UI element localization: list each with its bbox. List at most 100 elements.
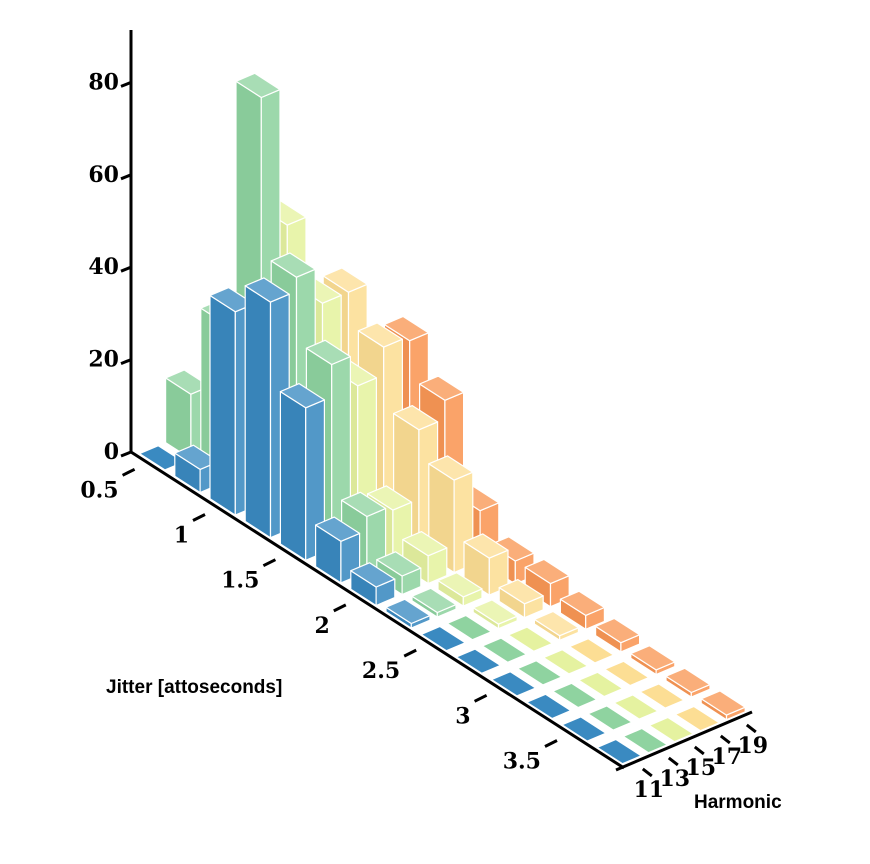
x-tick-label: 2.5 bbox=[362, 658, 400, 684]
floor-tile bbox=[507, 626, 554, 652]
floor-tile bbox=[446, 614, 492, 641]
x-tick bbox=[121, 467, 136, 477]
bar-top-face bbox=[498, 578, 544, 605]
x-axis-label: Jitter [attoseconds] bbox=[106, 677, 282, 698]
y-tick-label: 11 bbox=[633, 777, 664, 803]
y-tick-label: 17 bbox=[711, 744, 742, 770]
z-tick bbox=[120, 173, 132, 181]
floor-tile bbox=[639, 683, 685, 709]
floor-tile bbox=[604, 660, 650, 687]
bar-top-face bbox=[244, 277, 290, 303]
bar-front-face bbox=[279, 391, 307, 561]
bar-h17-bin9 bbox=[533, 610, 580, 641]
bar-top-face bbox=[385, 598, 431, 625]
y-axis-line bbox=[615, 710, 753, 772]
bar-top-face bbox=[419, 375, 465, 401]
y-tick bbox=[693, 745, 705, 756]
bar-top-face bbox=[305, 339, 351, 366]
bar-top-face bbox=[393, 405, 439, 431]
floor-tile bbox=[491, 671, 537, 697]
floor-tile bbox=[587, 705, 633, 731]
floor-tile bbox=[455, 648, 501, 674]
floor-tile bbox=[648, 716, 694, 743]
bar-top-face bbox=[594, 617, 641, 644]
floor-tile bbox=[613, 694, 659, 720]
bar-front-face bbox=[209, 294, 236, 516]
z-tick-label: 20 bbox=[88, 347, 119, 373]
bar-top-face bbox=[665, 667, 711, 694]
bar-top-face bbox=[437, 572, 483, 598]
bar-top-face bbox=[270, 252, 316, 278]
y-tick bbox=[641, 767, 653, 778]
bar-h19-bin10 bbox=[594, 617, 641, 653]
x-tick bbox=[403, 648, 417, 658]
bar-h19-bin8 bbox=[524, 558, 570, 608]
z-tick bbox=[120, 81, 132, 88]
x-tick bbox=[473, 693, 488, 703]
floor-tile bbox=[596, 738, 642, 765]
floor-tile bbox=[674, 705, 720, 732]
floor-tile bbox=[516, 660, 563, 686]
floor-tile bbox=[578, 671, 624, 698]
bar-top-face bbox=[235, 72, 281, 99]
z-tick bbox=[120, 450, 132, 458]
y-tick-label: 15 bbox=[685, 755, 716, 781]
bar-h11-bin6 bbox=[350, 562, 396, 607]
bar-h13-bin7 bbox=[411, 587, 457, 618]
floor-tile bbox=[481, 637, 528, 663]
x-tick-label: 1.5 bbox=[221, 568, 259, 594]
x-tick-label: 2 bbox=[314, 613, 329, 639]
x-tick bbox=[262, 558, 277, 568]
bar-top-face bbox=[630, 645, 676, 671]
y-tick bbox=[667, 756, 679, 767]
bar-h15-bin8 bbox=[472, 599, 518, 630]
bar-h19-bin9 bbox=[559, 590, 606, 630]
y-tick-label: 19 bbox=[737, 733, 768, 759]
bar-top-face bbox=[428, 455, 474, 481]
x-tick bbox=[333, 603, 347, 613]
floor-tile bbox=[622, 727, 668, 754]
z-tick bbox=[120, 358, 132, 365]
bar-top-face bbox=[559, 590, 606, 617]
bar-top-face bbox=[524, 558, 570, 585]
y-axis-label: Harmonic bbox=[694, 792, 782, 813]
x-tick-label: 3 bbox=[455, 703, 470, 729]
floor-tile bbox=[568, 638, 615, 664]
z-tick-label: 40 bbox=[88, 254, 119, 280]
bar-top-face bbox=[350, 562, 396, 588]
bar-top-face bbox=[315, 516, 361, 542]
bar-h15-bin7 bbox=[437, 572, 483, 607]
bar-h17-bin8 bbox=[498, 578, 544, 619]
z-tick-label: 80 bbox=[88, 69, 119, 95]
z-tick bbox=[120, 265, 132, 273]
bar-h19-bin11 bbox=[630, 645, 676, 676]
bar-top-face bbox=[383, 315, 429, 342]
bar-top-face bbox=[402, 530, 448, 557]
bar-top-face bbox=[376, 551, 422, 577]
floor-tile bbox=[542, 649, 589, 675]
axes-layer bbox=[129, 30, 753, 772]
floor-tile bbox=[526, 693, 572, 720]
x-tick-label: 1 bbox=[174, 523, 189, 549]
bar-top-face bbox=[700, 690, 746, 716]
bar-h15-bin6 bbox=[402, 530, 448, 585]
x-axis-line bbox=[130, 450, 625, 770]
bar-top-face bbox=[322, 267, 368, 293]
bar-top-face bbox=[533, 610, 580, 637]
bar-top-face bbox=[367, 485, 413, 511]
bar-top-face bbox=[411, 587, 457, 614]
z-tick-label: 0 bbox=[104, 439, 119, 465]
bar-top-face bbox=[341, 491, 387, 518]
bar-top-face bbox=[472, 599, 518, 625]
z-tick-label: 60 bbox=[88, 162, 119, 188]
floor-tile bbox=[552, 682, 598, 709]
x-tick bbox=[192, 513, 206, 522]
bars-layer bbox=[165, 72, 746, 721]
bar-front-face bbox=[244, 285, 272, 539]
bar-top-face bbox=[463, 533, 509, 559]
floor-tile bbox=[420, 625, 466, 652]
x-tick-label: 0.5 bbox=[80, 477, 118, 503]
x-tick-label: 3.5 bbox=[503, 749, 541, 775]
